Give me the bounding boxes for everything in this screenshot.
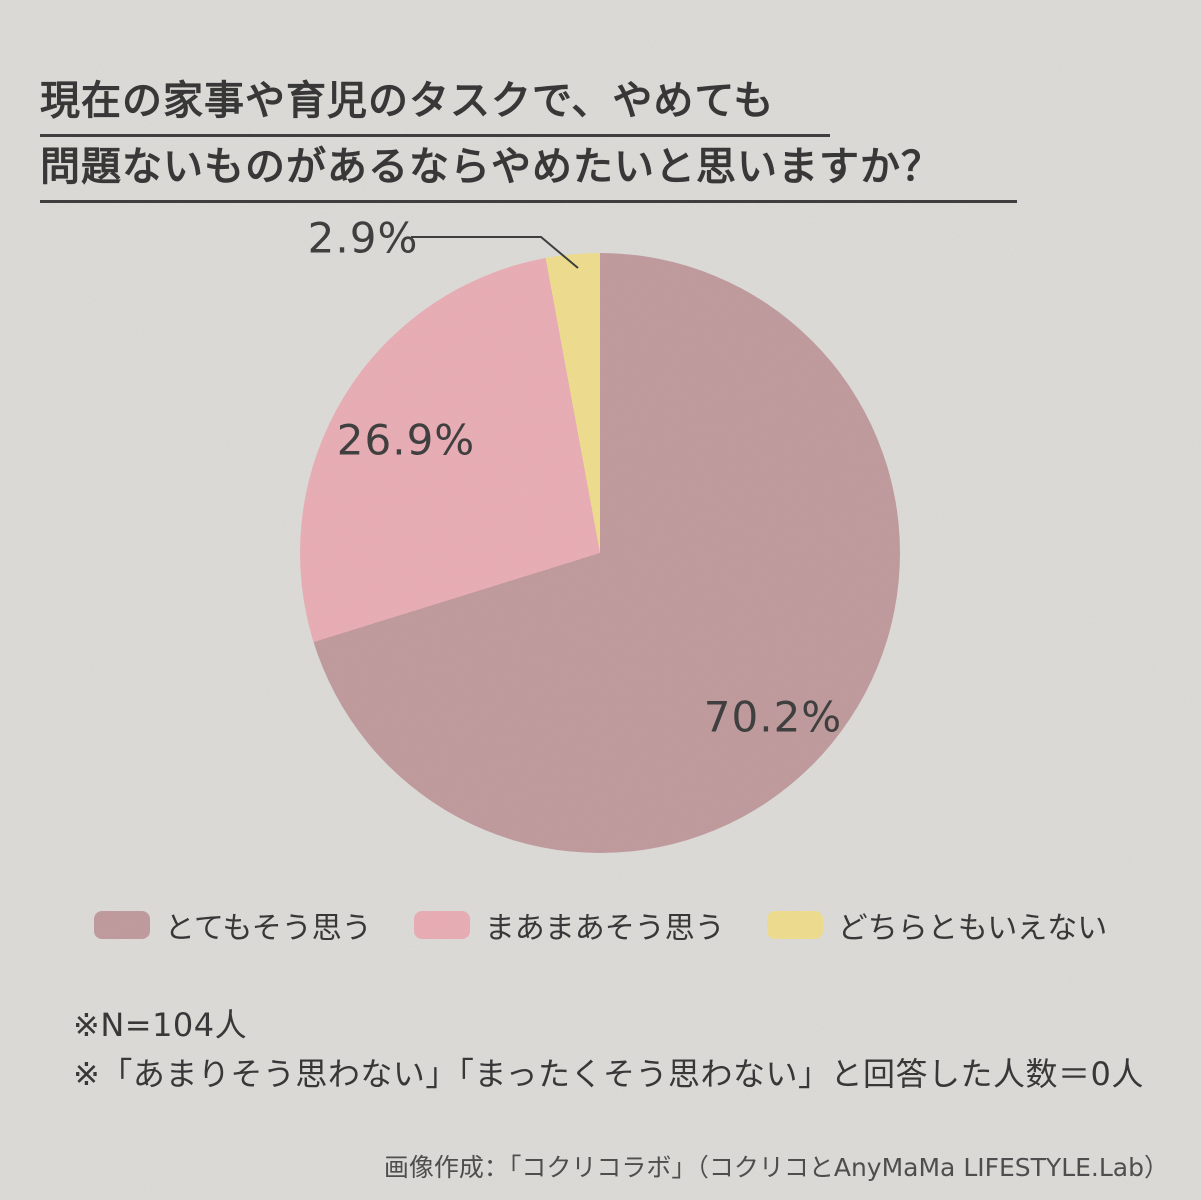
legend-item-maamaa: まあまあそう思う xyxy=(413,903,725,947)
pie-chart xyxy=(300,253,900,853)
note-zero-answers: ※「あまりそう思わない」「まったくそう思わない」と回答した人数＝0人 xyxy=(73,1055,1144,1093)
page-title-line2: 問題ないものがあるならやめたいと思いますか？ xyxy=(40,143,1017,203)
legend-swatch-maamaa xyxy=(413,911,470,939)
legend-label-dochira: どちらともいえない xyxy=(837,911,1108,946)
legend-item-dochira: どちらともいえない xyxy=(766,903,1108,947)
legend-swatch-totemo xyxy=(93,911,150,939)
note-sample-size: ※N=104人 xyxy=(73,1006,248,1044)
page-title-line1: 現在の家事や育児のタスクで、やめても xyxy=(40,77,830,137)
legend-label-maamaa: まあまあそう思う xyxy=(484,911,725,946)
legend-label-totemo: とてもそう思う xyxy=(164,911,372,946)
chart-legend: とてもそう思う まあまあそう思う どちらともいえない xyxy=(0,903,1201,947)
slice-label-maamaa: 26.9% xyxy=(336,415,476,465)
attribution-credit: 画像作成：「コクリコラボ」（コクリコとAnyMaMa LIFESTYLE.Lab… xyxy=(383,1153,1169,1182)
slice-label-dochira: 2.9% xyxy=(307,213,419,263)
legend-swatch-dochira xyxy=(766,911,823,939)
legend-item-totemo: とてもそう思う xyxy=(93,903,372,947)
slice-label-totemo: 70.2% xyxy=(703,692,843,742)
